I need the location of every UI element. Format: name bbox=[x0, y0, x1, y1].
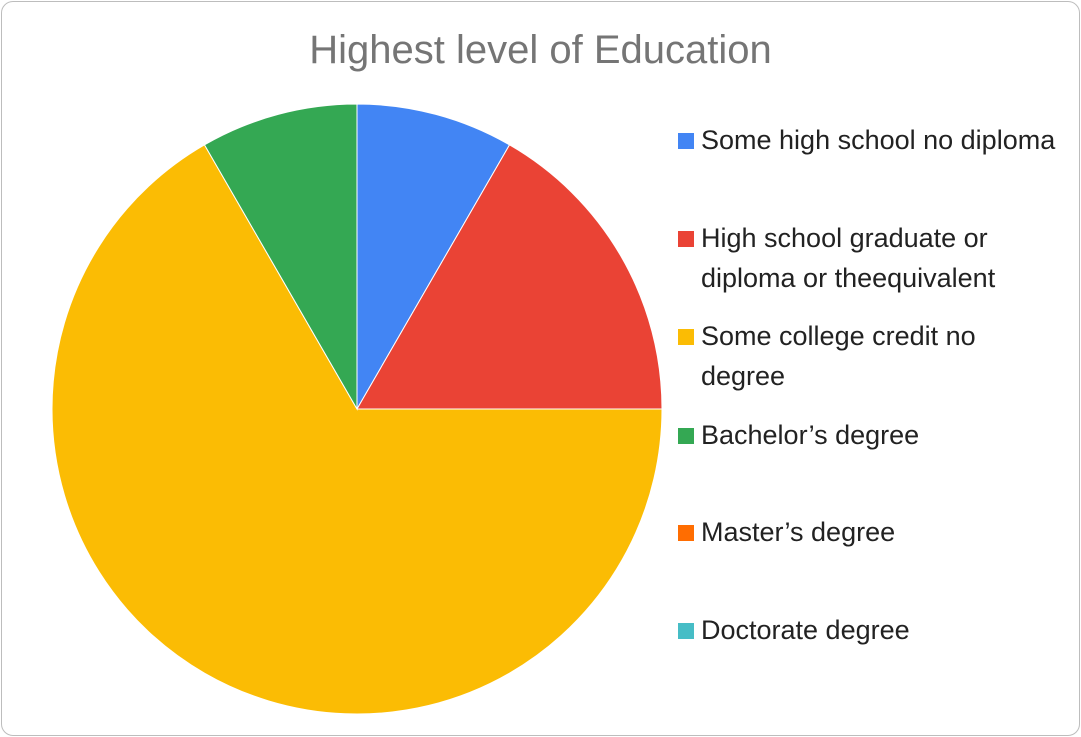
pie-slice-some-high-school-no-diploma bbox=[356, 103, 511, 411]
legend-swatch bbox=[678, 623, 694, 639]
legend-item-doctorate: Doctorate degree bbox=[678, 610, 1061, 650]
pie-slice-high-school-graduate-or-diploma-or-theequivalent bbox=[356, 144, 663, 410]
legend-item-high-school-graduate: High school graduate or diploma or theeq… bbox=[678, 218, 1061, 298]
legend-swatch bbox=[678, 525, 694, 541]
legend-swatch bbox=[678, 329, 694, 345]
legend-item-bachelors: Bachelor’s degree bbox=[678, 415, 1061, 455]
legend-item-masters: Master’s degree bbox=[678, 512, 1061, 552]
legend-item-some-college: Some college credit no degree bbox=[678, 316, 1061, 396]
pie-slice-bachelor-s-degree bbox=[203, 103, 358, 411]
legend-item-some-high-school: Some high school no diploma bbox=[678, 120, 1061, 160]
pie-slice-some-college-credit-no-degree bbox=[51, 144, 663, 715]
legend-label: High school graduate or diploma or theeq… bbox=[701, 223, 996, 293]
legend-label: Bachelor’s degree bbox=[701, 420, 920, 450]
legend-swatch bbox=[678, 428, 694, 444]
legend-label: Doctorate degree bbox=[701, 615, 910, 645]
legend-label: Master’s degree bbox=[701, 517, 896, 547]
chart-title: Highest level of Education bbox=[309, 28, 772, 72]
legend-label: Some high school no diploma bbox=[701, 125, 1056, 155]
legend-label: Some college credit no degree bbox=[701, 321, 976, 391]
legend-swatch bbox=[678, 133, 694, 149]
legend-swatch bbox=[678, 231, 694, 247]
